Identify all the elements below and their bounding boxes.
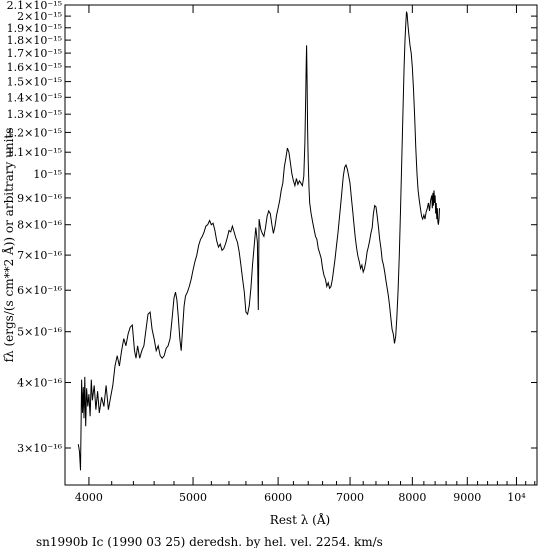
x-tick-label: 4000 (75, 491, 103, 504)
x-tick-label: 7000 (336, 491, 364, 504)
y-tick-label: 10⁻¹⁵ (33, 168, 62, 181)
x-tick-label: 6000 (264, 491, 292, 504)
y-tick-label: 1.6×10⁻¹⁵ (7, 61, 62, 74)
y-tick-label: 7×10⁻¹⁶ (17, 249, 62, 262)
spectrum-line (77, 11, 440, 471)
y-tick-label: 6×10⁻¹⁶ (17, 284, 62, 297)
x-tick-label: 10⁴ (507, 491, 526, 504)
y-tick-label: 1.5×10⁻¹⁵ (7, 76, 62, 89)
y-axis-label: fλ (ergs/(s cm**2 Å)) or arbitrary units (1, 128, 16, 363)
x-tick-label: 9000 (453, 491, 481, 504)
x-axis: 4000 5000 6000 7000 8000 9000 10⁴ (64, 5, 536, 504)
y-tick-label: 1.9×10⁻¹⁵ (7, 22, 62, 35)
y-tick-label: 1.3×10⁻¹⁵ (7, 108, 62, 121)
y-tick-label: 5×10⁻¹⁶ (17, 326, 62, 339)
plot-area (64, 4, 538, 486)
x-tick-label: 5000 (179, 491, 207, 504)
x-tick-label: 8000 (398, 491, 426, 504)
y-tick-label: 1.2×10⁻¹⁵ (7, 126, 62, 139)
y-tick-label: 1.7×10⁻¹⁵ (7, 47, 62, 60)
y-tick-label: 1.1×10⁻¹⁵ (7, 146, 62, 159)
y-tick-label: 9×10⁻¹⁶ (17, 192, 62, 205)
y-tick-label: 4×10⁻¹⁶ (17, 377, 62, 390)
y-tick-label: 2×10⁻¹⁵ (17, 10, 62, 23)
y-tick-label: 3×10⁻¹⁶ (17, 442, 62, 455)
chart-caption: sn1990b Ic (1990 03 25) deredsh. by hel.… (36, 535, 383, 548)
y-tick-label: 1.4×10⁻¹⁵ (7, 91, 62, 104)
y-axis: 3×10⁻¹⁶ 4×10⁻¹⁶ 5×10⁻¹⁶ 6×10⁻¹⁶ 7×10⁻¹⁶ 8×10⁻… (7, 0, 537, 455)
y-tick-label: 1.8×10⁻¹⁵ (7, 34, 62, 47)
x-axis-label: Rest λ (Å) (270, 512, 330, 527)
y-tick-label: 2.1×10⁻¹⁵ (7, 0, 62, 12)
y-tick-label: 8×10⁻¹⁶ (17, 219, 62, 232)
